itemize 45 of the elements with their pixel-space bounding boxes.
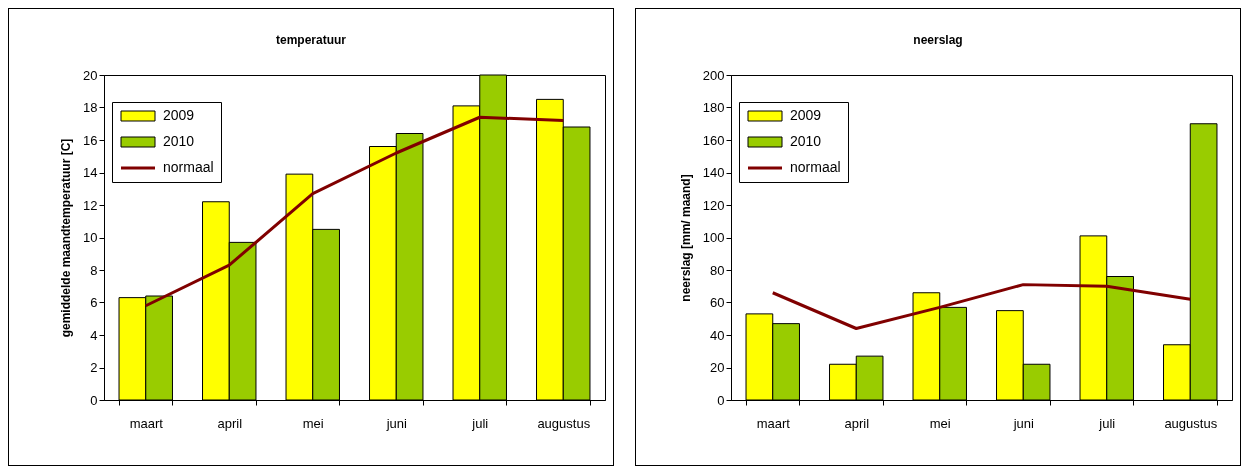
y-tick-label: 4: [90, 327, 98, 343]
y-tick-label: 100: [702, 230, 725, 245]
x-tick-label: juni: [1012, 415, 1034, 431]
x-tick-label: april: [217, 415, 243, 431]
legend-label: 2009: [790, 107, 822, 123]
y-tick-label: 160: [702, 132, 725, 148]
y-tick-label: 140: [702, 165, 725, 180]
legend-label: 2010: [163, 133, 195, 149]
y-tick-label: 200: [702, 67, 725, 83]
y-tick-label: 60: [710, 295, 725, 310]
x-tick-label: april: [844, 415, 870, 431]
chart-title: neerslag: [913, 33, 963, 47]
line-series: [771, 283, 1192, 330]
y-tick-label: 14: [83, 165, 98, 180]
x-tick-label: maart: [756, 415, 791, 431]
y-tick-label: 20: [83, 67, 98, 83]
x-tick-label: augustus: [537, 415, 591, 431]
y-tick-label: 16: [83, 132, 98, 148]
y-tick-label: 6: [90, 295, 98, 310]
chart-title: temperatuur: [275, 33, 347, 47]
x-tick-label: maart: [129, 415, 164, 431]
x-tick-label: augustus: [1164, 415, 1218, 431]
y-axis-title: neerslag [mm/ maand]: [678, 174, 693, 302]
y-tick-label: 12: [83, 197, 98, 213]
x-tick-label: mei: [302, 415, 324, 431]
y-axis-title: gemiddelde maandtemperatuur [C]: [59, 138, 74, 338]
y-tick-label: 40: [710, 327, 725, 343]
x-tick-label: juli: [471, 415, 489, 431]
y-tick-label: 2: [90, 360, 98, 375]
y-tick-label: 0: [90, 392, 98, 408]
y-tick-label: 0: [717, 392, 725, 408]
x-tick-label: mei: [929, 415, 951, 431]
x-tick-label: juli: [1098, 415, 1116, 431]
legend-label: normaal: [163, 159, 214, 175]
y-tick-label: 120: [702, 197, 725, 213]
legend-label: 2009: [163, 107, 195, 123]
y-tick-label: 180: [702, 100, 725, 115]
x-tick-label: juni: [385, 415, 407, 431]
y-tick-label: 10: [83, 230, 98, 245]
legend-label: 2010: [790, 133, 822, 149]
y-tick-label: 80: [710, 262, 725, 278]
legend-label: normaal: [790, 159, 841, 175]
y-tick-label: 20: [710, 360, 725, 375]
y-tick-label: 18: [83, 100, 98, 115]
y-tick-label: 8: [90, 262, 98, 278]
